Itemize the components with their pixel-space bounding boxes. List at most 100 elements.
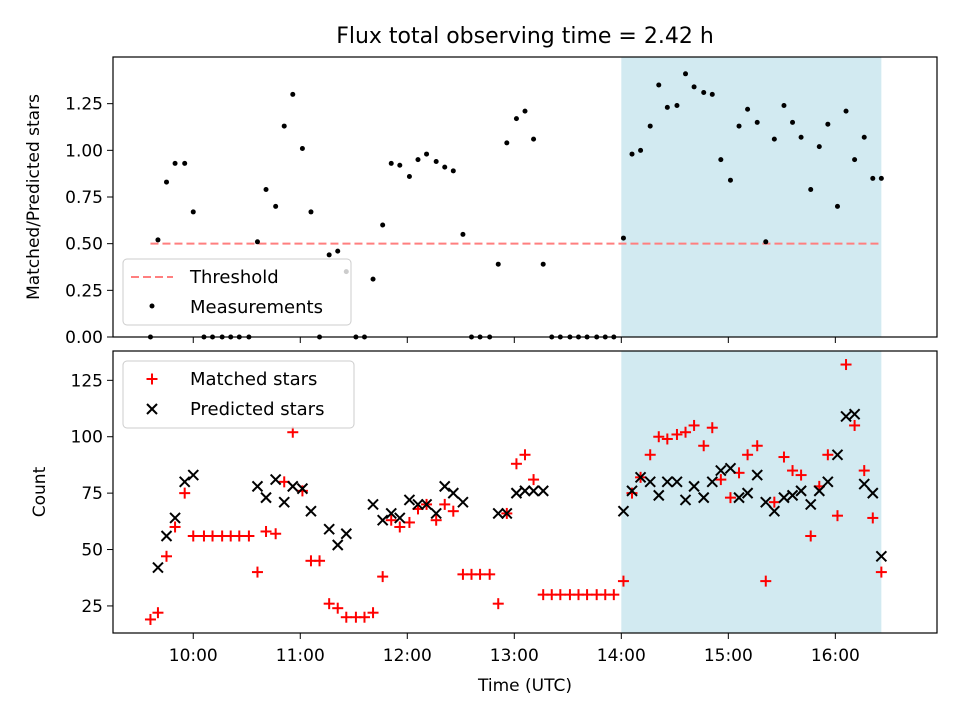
measurement-point (870, 175, 876, 181)
predicted-star-marker (492, 507, 504, 520)
matched-star-marker (688, 419, 700, 431)
matched-star-marker (787, 465, 799, 477)
bottom-plot-area (144, 351, 888, 633)
predicted-star-marker (617, 505, 630, 517)
bottom-shaded-region (621, 351, 882, 633)
bottom-x-ticks: 10:00 11:00 12:00 13:00 14:00 15:00 16:00 (169, 633, 860, 666)
measurement-point (781, 103, 787, 109)
bottom-y-ticks: 25 50 75 100 125 (71, 371, 113, 617)
measurement-point (254, 239, 260, 245)
x-tick-label: 16:00 (811, 646, 860, 666)
measurement-point (406, 173, 412, 179)
predicted-star-marker (831, 449, 844, 461)
matched-star-marker (822, 449, 834, 461)
measurement-point (736, 123, 742, 129)
predicted-star-marker (805, 498, 817, 511)
measurement-point (754, 119, 760, 125)
predicted-star-marker (840, 410, 852, 423)
measurement-point (370, 276, 376, 282)
predicted-star-marker (457, 496, 469, 508)
predicted-star-marker (706, 476, 718, 488)
measurement-point (620, 235, 626, 241)
measurement-point (638, 147, 644, 153)
matched-star-marker (430, 514, 442, 526)
bottom-axes-frame (112, 350, 938, 634)
measurement-point (281, 123, 287, 129)
matched-star-marker (179, 487, 191, 499)
matched-star-marker (653, 431, 665, 443)
predicted-star-marker (671, 476, 683, 488)
matched-star-marker (581, 589, 593, 601)
predicted-star-marker (394, 512, 406, 524)
matched-star-marker (169, 521, 181, 533)
predicted-star-marker (813, 485, 825, 497)
x-axis-label: Time (UTC) (477, 676, 572, 696)
matched-star-marker (358, 611, 370, 623)
matched-star-marker (152, 607, 164, 619)
measurement-point (718, 157, 724, 163)
matched-star-marker (260, 525, 272, 537)
predicted-star-marker (420, 498, 433, 511)
predicted-star-marker (760, 496, 772, 508)
matched-star-marker (715, 474, 727, 486)
predicted-star-marker (688, 480, 700, 493)
predicted-star-marker (537, 485, 549, 497)
measurement-point (709, 91, 715, 97)
matched-star-marker (439, 498, 451, 510)
matched-star-marker (474, 568, 486, 580)
matched-star-marker (751, 440, 763, 452)
top-y-tick-label: 0.25 (65, 281, 103, 301)
measurement-point (397, 162, 403, 168)
predicted-star-marker (768, 505, 781, 517)
measurement-point (388, 160, 394, 166)
predicted-star-marker (160, 530, 173, 542)
matched-star-marker (314, 555, 326, 567)
matched-star-marker (875, 566, 887, 578)
measurement-point (629, 151, 635, 157)
measurement-point (308, 209, 314, 215)
bottom-y-tick-label: 125 (71, 371, 103, 391)
predicted-star-marker (778, 491, 790, 504)
bottom-legend-box (122, 360, 355, 429)
matched-star-marker (867, 512, 879, 524)
predicted-star-marker (332, 539, 344, 551)
predicted-star-marker (269, 473, 282, 486)
matched-star-marker (403, 516, 415, 528)
predicted-star-marker (178, 476, 191, 488)
predicted-star-marker (287, 480, 299, 493)
measurement-point (727, 177, 733, 183)
matched-star-marker (680, 426, 692, 438)
matched-star-marker (778, 451, 790, 463)
predicted-star-marker (323, 523, 335, 535)
measurement-point (763, 239, 769, 245)
bottom-legend: Matched stars Predicted stars (122, 360, 355, 429)
predicted-star-marker (867, 487, 879, 499)
predicted-star-marker (367, 498, 379, 511)
top-legend-box (122, 258, 352, 326)
predicted-star-marker (519, 485, 531, 497)
matched-star-marker (287, 426, 299, 438)
predicted-star-marker (751, 469, 763, 481)
matched-star-marker (768, 496, 780, 508)
measurement-point (299, 145, 305, 151)
measurement-point (808, 187, 814, 193)
bottom-y-axis-label: Count (30, 466, 50, 517)
top-shaded-region (621, 57, 882, 337)
legend-matched-swatch (146, 373, 158, 385)
matched-star-marker (840, 359, 852, 371)
predicted-star-marker (661, 476, 674, 488)
predicted-star-marker (741, 487, 754, 499)
measurement-point (861, 134, 867, 140)
measurement-point (745, 106, 751, 112)
predicted-star-marker (412, 498, 424, 511)
legend-predicted-label: Predicted stars (190, 399, 324, 420)
matched-star-marker (831, 510, 843, 522)
predicted-star-marker (822, 476, 834, 488)
measurement-point (290, 91, 296, 97)
measurement-point (335, 248, 341, 254)
matched-star-marker (394, 521, 406, 533)
matched-star-marker (617, 575, 629, 587)
predicted-star-marker (447, 487, 460, 499)
matched-star-marker (805, 530, 817, 542)
matched-star-marker (608, 589, 620, 601)
